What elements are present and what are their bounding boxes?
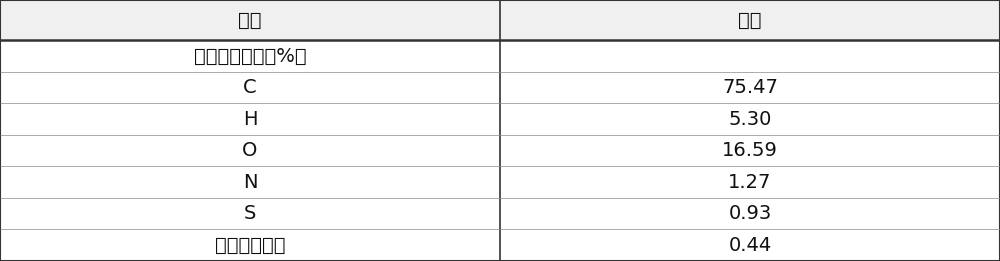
Text: H: H (243, 110, 257, 129)
Text: O: O (242, 141, 258, 160)
Text: 0.44: 0.44 (728, 236, 772, 255)
Text: 75.47: 75.47 (722, 78, 778, 97)
Text: C: C (243, 78, 257, 97)
Text: 0.93: 0.93 (728, 204, 772, 223)
Text: 元素分析（重量%）: 元素分析（重量%） (194, 47, 306, 66)
Text: S: S (244, 204, 256, 223)
Text: 16.59: 16.59 (722, 141, 778, 160)
Text: 项目: 项目 (238, 11, 262, 30)
Text: N: N (243, 173, 257, 192)
Text: 褐煎: 褐煎 (738, 11, 762, 30)
Text: 其他微量元素: 其他微量元素 (215, 236, 285, 255)
Text: 1.27: 1.27 (728, 173, 772, 192)
Text: 5.30: 5.30 (728, 110, 772, 129)
Bar (0, 0, 1000, 40)
